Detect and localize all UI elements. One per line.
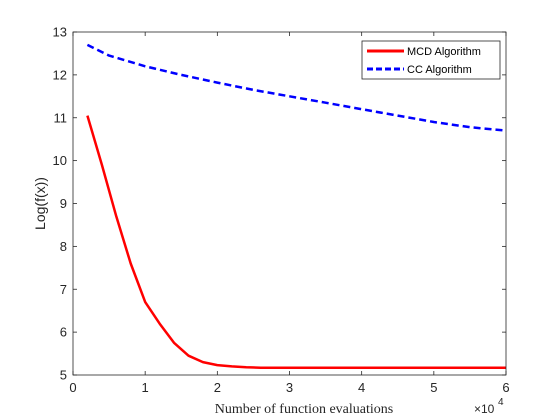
y-tick-label: 11 bbox=[54, 110, 68, 125]
y-tick-label: 8 bbox=[60, 239, 67, 254]
legend-label-mcd: MCD Algorithm bbox=[407, 46, 481, 58]
y-tick-label: 5 bbox=[60, 368, 67, 383]
legend-label-cc: CC Algorithm bbox=[407, 64, 472, 76]
x-ticks: 0 1 2 3 4 5 6 bbox=[69, 32, 510, 395]
x-tick-label: 6 bbox=[502, 380, 509, 395]
x-tick-label: 4 bbox=[358, 380, 365, 395]
y-ticks: 5 6 7 8 9 10 11 12 13 bbox=[53, 25, 506, 383]
y-tick-label: 7 bbox=[60, 282, 67, 297]
legend-box bbox=[361, 40, 501, 80]
x-multiplier-base: ×10 bbox=[474, 402, 495, 416]
plot-lines bbox=[86, 43, 507, 369]
legend: MCD Algorithm CC Algorithm bbox=[361, 40, 501, 80]
series-line-1 bbox=[86, 43, 507, 132]
x-axis-multiplier: ×10 4 bbox=[474, 397, 504, 416]
y-axis-label: Log(f(x)) bbox=[32, 177, 48, 230]
plot-background bbox=[73, 32, 506, 375]
y-tick-label: 10 bbox=[53, 153, 67, 168]
x-tick-label: 2 bbox=[214, 380, 221, 395]
series-line-0 bbox=[86, 115, 506, 369]
x-tick-label: 5 bbox=[430, 380, 437, 395]
y-tick-label: 13 bbox=[53, 25, 67, 40]
y-tick-label: 9 bbox=[60, 196, 67, 211]
x-tick-label: 0 bbox=[69, 380, 76, 395]
x-axis-label: Number of function evaluations bbox=[215, 402, 393, 417]
x-tick-label: 1 bbox=[142, 380, 149, 395]
y-tick-label: 12 bbox=[53, 67, 67, 82]
x-tick-label: 3 bbox=[286, 380, 293, 395]
x-multiplier-exponent: 4 bbox=[498, 397, 504, 408]
y-tick-label: 6 bbox=[60, 325, 67, 340]
